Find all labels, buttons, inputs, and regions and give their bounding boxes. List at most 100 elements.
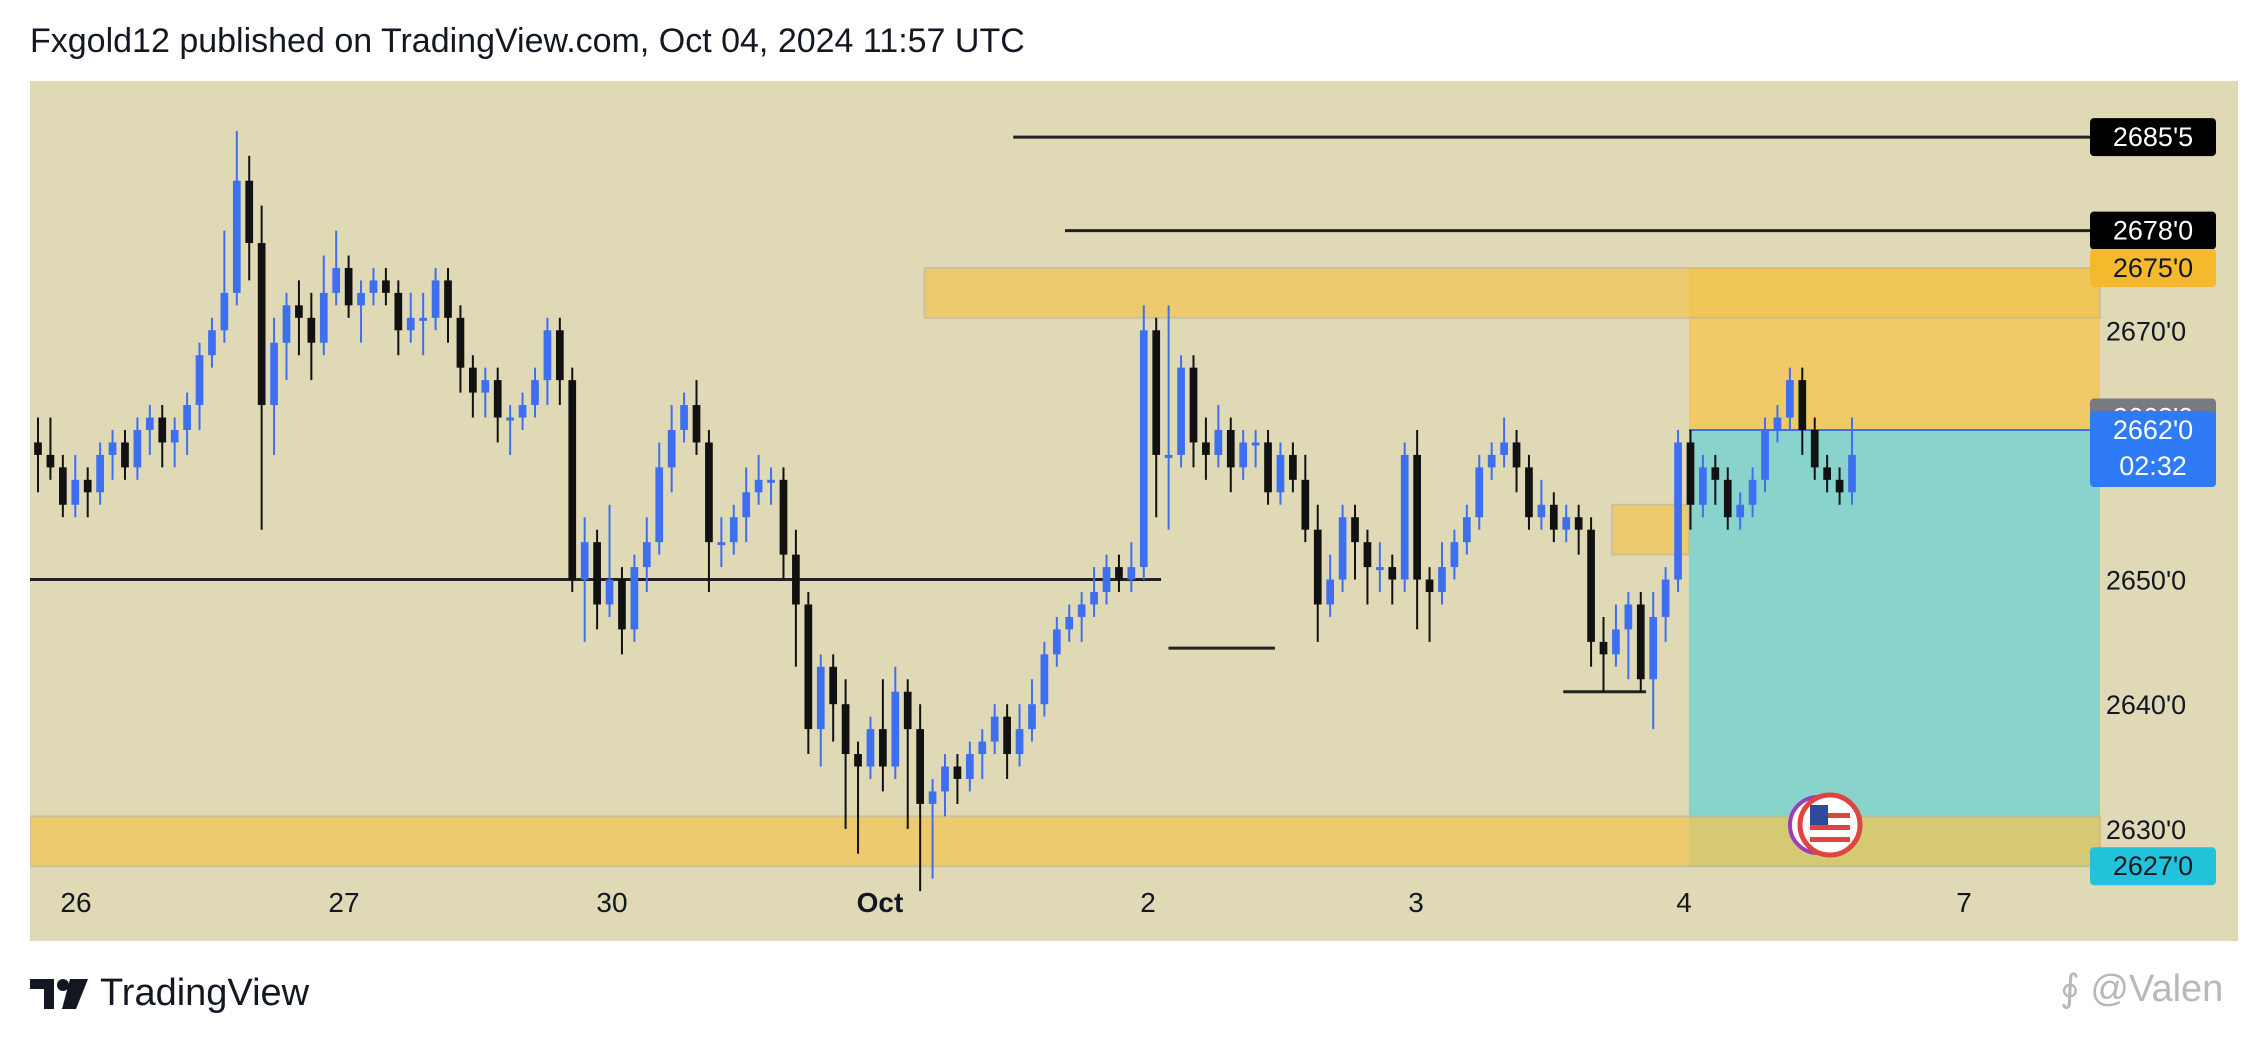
candle-down	[916, 704, 925, 892]
candle-up	[1487, 442, 1496, 480]
candle-body	[506, 417, 514, 421]
candle-body	[555, 330, 564, 381]
candle-body	[1549, 504, 1558, 530]
candle-body	[642, 542, 651, 568]
candle-body	[220, 292, 229, 331]
flag-stripe	[1810, 825, 1850, 830]
candle-up	[1699, 454, 1707, 518]
candle-down	[1823, 454, 1832, 493]
candle-up	[1276, 442, 1285, 505]
candle-body	[1574, 517, 1583, 530]
candle-up	[506, 405, 514, 455]
candle-down	[854, 741, 862, 854]
candle-body	[1214, 429, 1223, 455]
candle-body	[1835, 479, 1844, 493]
candle-down	[1115, 554, 1123, 593]
candle-up	[170, 417, 179, 468]
candle-body	[1848, 454, 1856, 493]
candle-up	[667, 405, 676, 493]
candle-up	[481, 367, 490, 418]
candle-up	[655, 442, 664, 555]
candle-body	[1661, 579, 1670, 617]
candle-body	[307, 317, 316, 343]
candle-up	[1326, 554, 1335, 617]
candle-up	[1251, 429, 1260, 468]
candle-up	[1438, 542, 1446, 605]
candle-body	[829, 666, 838, 705]
candle-down	[692, 380, 701, 455]
candle-body	[729, 517, 738, 543]
candle-body	[1475, 467, 1484, 518]
candle-down	[1413, 429, 1421, 630]
time-tick-label: 30	[596, 887, 627, 918]
candle-down	[879, 679, 887, 792]
candle-down	[618, 567, 626, 655]
candle-body	[1686, 442, 1695, 505]
candle-down	[456, 305, 465, 393]
time-tick-label: 7	[1956, 887, 1972, 918]
candle-body	[593, 542, 601, 605]
candle-body	[1139, 330, 1148, 568]
price-tick-label: 2630'0	[2106, 815, 2186, 845]
candle-body	[1773, 417, 1782, 430]
price-label-badge	[2090, 118, 2216, 157]
candle-up	[1040, 641, 1049, 717]
candle-down	[121, 429, 129, 480]
countdown-text: 02:32	[2119, 451, 2187, 481]
brand-label: TradingView	[100, 972, 310, 1014]
candle-body	[332, 267, 341, 293]
candle-body	[953, 766, 962, 779]
candlestick-chart[interactable]: 2630'0 2640'0 2650'0 2670'0 2685'5 2678'0 2675…	[30, 81, 2238, 941]
candle-up	[543, 317, 552, 406]
candle-up	[220, 230, 229, 343]
candle-body	[990, 716, 999, 742]
flag-canton	[1810, 805, 1828, 825]
time-tick-label: 4	[1676, 887, 1692, 918]
candle-body	[1711, 467, 1720, 480]
candle-body	[444, 280, 452, 318]
candle-body	[71, 479, 80, 505]
candle-up	[1214, 405, 1223, 468]
time-tick-label: 26	[60, 887, 91, 918]
candle-up	[531, 367, 539, 418]
candle-up	[71, 454, 80, 518]
candle-up	[282, 292, 291, 381]
candle-up	[816, 654, 825, 767]
candle-up	[630, 554, 639, 642]
us-event-marker[interactable]	[1788, 792, 1863, 858]
candle-up	[1748, 467, 1757, 518]
candle-body	[195, 355, 204, 406]
candle-body	[170, 429, 179, 443]
candle-body	[1798, 380, 1807, 430]
candle-up	[891, 666, 900, 779]
price-axis[interactable]: 2630'0 2640'0 2650'0 2670'0 2685'5 2678'0 2675…	[2090, 118, 2216, 886]
price-tick-label: 2670'0	[2106, 316, 2186, 346]
time-axis[interactable]: 26 27 30 Oct 2 3 4 7	[60, 887, 1971, 918]
candle-body	[46, 454, 55, 468]
price-label-text: 2627'0	[2113, 851, 2193, 881]
candle-down	[83, 467, 92, 518]
candle-body	[133, 429, 142, 468]
candle-body	[1438, 567, 1446, 593]
flag-stripe	[1810, 813, 1850, 818]
supply-demand-zone	[923, 266, 2101, 319]
candle-body	[431, 280, 440, 318]
watermark-text: @Valen	[2090, 968, 2224, 1010]
candle-body	[1786, 380, 1794, 418]
candle-up	[1177, 355, 1185, 468]
supply-demand-zone	[30, 815, 2101, 868]
chart-pane[interactable]: 2630'0 2640'0 2650'0 2670'0 2685'5 2678'0 2675…	[30, 81, 2238, 941]
candle-down	[394, 280, 403, 356]
price-label-badge	[2090, 248, 2216, 287]
candle-body	[1177, 367, 1185, 455]
candle-body	[1376, 567, 1384, 571]
tradingview-logo[interactable]: TradingView	[30, 972, 309, 1015]
price-label-badge	[2090, 847, 2216, 886]
candle-body	[1127, 567, 1136, 580]
price-label-badge	[2090, 410, 2216, 487]
candle-up	[580, 517, 589, 642]
candle-down	[953, 754, 962, 804]
candle-body	[158, 417, 167, 443]
candle-up	[1612, 604, 1620, 667]
candle-up	[1537, 479, 1546, 530]
